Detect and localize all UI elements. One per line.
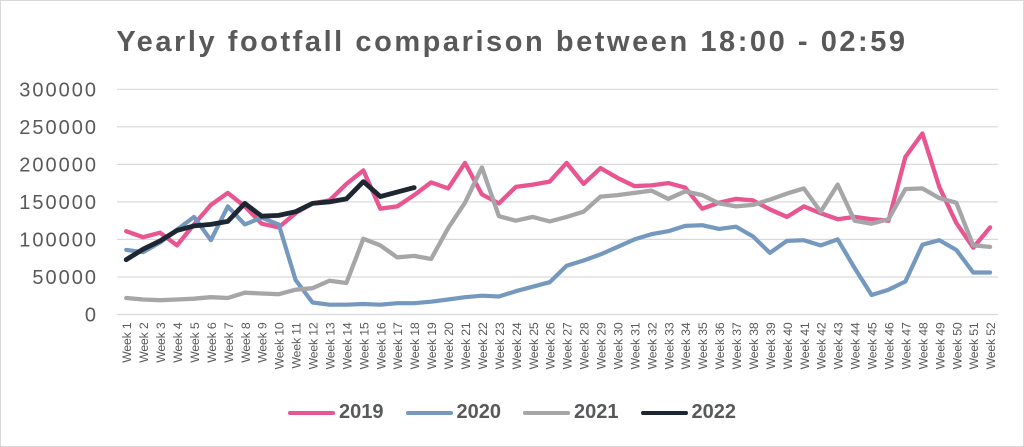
- svg-text:Week 41: Week 41: [798, 322, 812, 369]
- svg-text:Week 12: Week 12: [307, 322, 321, 369]
- svg-text:Week 48: Week 48: [916, 322, 930, 369]
- svg-text:Week 52: Week 52: [984, 322, 998, 369]
- svg-text:Week 36: Week 36: [713, 322, 727, 369]
- svg-text:Week 35: Week 35: [696, 322, 710, 369]
- svg-text:50000: 50000: [32, 267, 98, 289]
- svg-text:Week 17: Week 17: [391, 322, 405, 369]
- svg-text:Week 31: Week 31: [628, 322, 642, 369]
- svg-text:Week 13: Week 13: [324, 322, 338, 369]
- svg-text:Week 14: Week 14: [340, 322, 354, 369]
- svg-text:Week 38: Week 38: [747, 322, 761, 369]
- svg-text:Week 19: Week 19: [425, 322, 439, 369]
- svg-text:Week 29: Week 29: [595, 322, 609, 369]
- svg-text:Week 39: Week 39: [764, 322, 778, 369]
- svg-text:Week 3: Week 3: [154, 322, 168, 363]
- svg-text:Week 23: Week 23: [493, 322, 507, 369]
- svg-text:Week 44: Week 44: [849, 322, 863, 369]
- svg-text:Week 46: Week 46: [883, 322, 897, 369]
- svg-text:Week 43: Week 43: [832, 322, 846, 369]
- svg-text:Week 2: Week 2: [137, 322, 151, 363]
- svg-text:Week 37: Week 37: [730, 322, 744, 369]
- svg-text:Week 47: Week 47: [899, 322, 913, 369]
- svg-text:Week 26: Week 26: [544, 322, 558, 369]
- svg-text:Week 34: Week 34: [679, 322, 693, 369]
- svg-text:200000: 200000: [19, 154, 98, 176]
- svg-text:100000: 100000: [19, 229, 98, 251]
- svg-text:Week 10: Week 10: [273, 322, 287, 369]
- svg-text:Week 50: Week 50: [950, 322, 964, 369]
- svg-text:Week 5: Week 5: [188, 322, 202, 363]
- svg-text:Week 22: Week 22: [476, 322, 490, 369]
- svg-text:Week 28: Week 28: [578, 322, 592, 369]
- svg-text:Week 7: Week 7: [222, 322, 236, 363]
- svg-text:150000: 150000: [19, 192, 98, 214]
- svg-text:Week 16: Week 16: [374, 322, 388, 369]
- svg-text:Week 27: Week 27: [561, 322, 575, 369]
- svg-text:Week 51: Week 51: [967, 322, 981, 369]
- svg-text:Week 25: Week 25: [527, 322, 541, 369]
- svg-text:Week 45: Week 45: [866, 322, 880, 369]
- svg-text:Week 1: Week 1: [120, 322, 134, 363]
- svg-text:Week 9: Week 9: [256, 322, 270, 363]
- svg-text:0: 0: [85, 305, 98, 327]
- svg-text:300000: 300000: [19, 79, 98, 101]
- svg-text:Week 18: Week 18: [408, 322, 422, 369]
- svg-text:Week 21: Week 21: [459, 322, 473, 369]
- svg-text:Week 8: Week 8: [239, 322, 253, 363]
- svg-text:250000: 250000: [19, 117, 98, 139]
- svg-text:Week 42: Week 42: [815, 322, 829, 369]
- svg-text:Week 40: Week 40: [781, 322, 795, 369]
- svg-text:Week 4: Week 4: [171, 322, 185, 363]
- svg-text:Week 15: Week 15: [357, 322, 371, 369]
- svg-text:Week 30: Week 30: [612, 322, 626, 369]
- svg-text:Week 11: Week 11: [290, 322, 304, 368]
- svg-text:Week 20: Week 20: [442, 322, 456, 369]
- svg-text:Week 24: Week 24: [510, 322, 524, 369]
- svg-text:Week 33: Week 33: [662, 322, 676, 369]
- svg-text:Week 32: Week 32: [645, 322, 659, 369]
- svg-text:Week 49: Week 49: [933, 322, 947, 369]
- svg-text:Week 6: Week 6: [205, 322, 219, 363]
